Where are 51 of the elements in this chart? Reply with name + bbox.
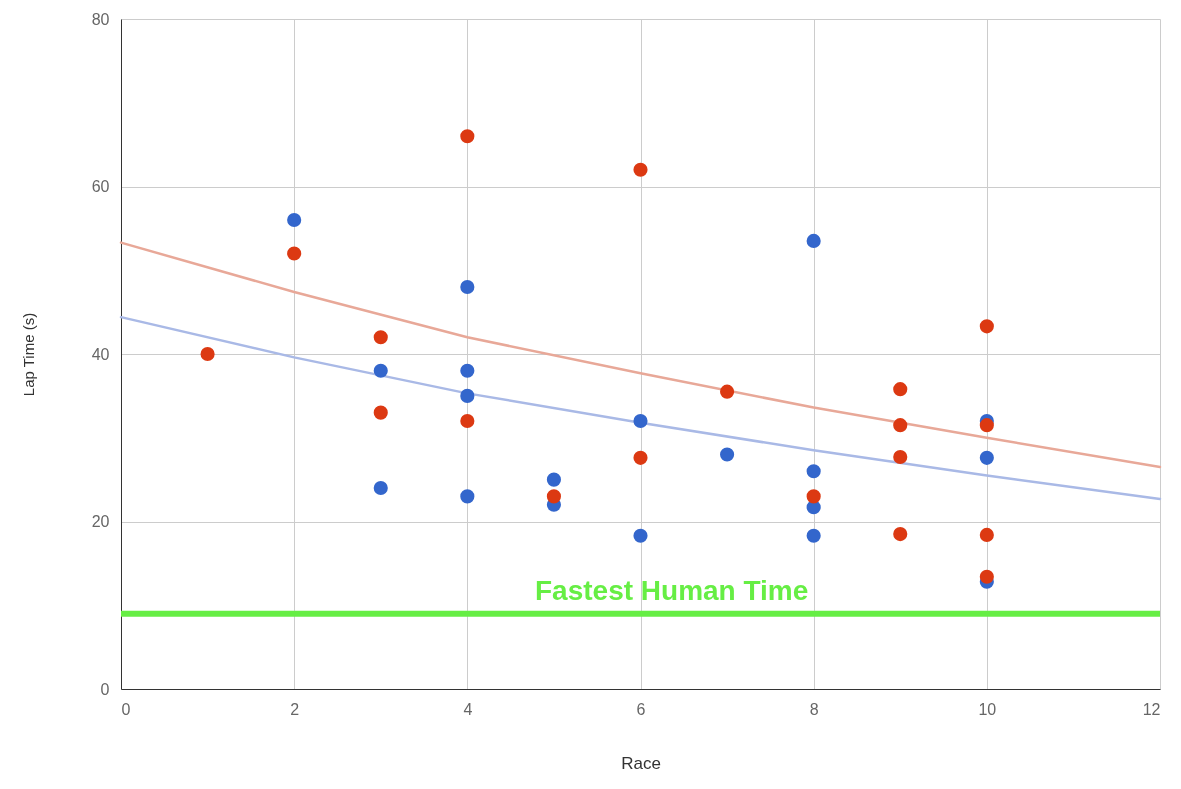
point bbox=[460, 489, 475, 504]
point bbox=[200, 346, 215, 362]
point bbox=[287, 212, 302, 228]
point bbox=[373, 480, 388, 496]
point bbox=[460, 413, 475, 429]
point bbox=[893, 527, 908, 542]
point bbox=[806, 233, 821, 248]
point bbox=[460, 388, 475, 403]
line-series bbox=[119, 241, 1162, 469]
y-tick-label: 80 bbox=[91, 10, 110, 28]
point bbox=[633, 450, 648, 465]
point bbox=[979, 418, 994, 433]
point bbox=[979, 527, 994, 542]
point bbox=[806, 489, 821, 504]
point bbox=[893, 382, 908, 397]
point bbox=[460, 129, 475, 144]
point bbox=[633, 413, 648, 429]
point bbox=[460, 279, 475, 295]
point bbox=[287, 246, 302, 261]
point bbox=[806, 528, 821, 543]
point bbox=[546, 472, 561, 487]
x-tick-label: 10 bbox=[978, 700, 997, 718]
x-tick-label: 2 bbox=[290, 700, 300, 718]
point bbox=[893, 449, 908, 465]
point bbox=[373, 405, 388, 420]
point bbox=[460, 363, 475, 378]
y-tick-label: 0 bbox=[100, 680, 110, 698]
x-tick-label: 4 bbox=[463, 700, 473, 718]
y-axis-title: Lap Time (s) bbox=[19, 312, 37, 397]
x-tick-label: 6 bbox=[636, 700, 646, 718]
point bbox=[633, 162, 648, 177]
y-tick-label: 20 bbox=[91, 513, 110, 530]
y-tick-label: 40 bbox=[91, 345, 110, 363]
point bbox=[633, 528, 648, 543]
point bbox=[720, 384, 735, 399]
point bbox=[373, 363, 388, 378]
point bbox=[979, 319, 994, 334]
line-series bbox=[119, 315, 1162, 501]
point bbox=[893, 418, 908, 433]
point bbox=[979, 450, 994, 465]
point bbox=[546, 489, 561, 504]
point bbox=[373, 330, 388, 345]
x-tick-label: 8 bbox=[809, 700, 819, 718]
point bbox=[806, 464, 821, 479]
ref-line-label: Fastest Human Time bbox=[535, 574, 809, 606]
x-tick-label: 0 bbox=[121, 700, 131, 718]
y-tick-label: 60 bbox=[91, 178, 110, 195]
x-tick-label: 12 bbox=[1142, 700, 1161, 718]
point bbox=[720, 447, 735, 462]
x-axis-title: Race bbox=[621, 753, 661, 773]
point bbox=[979, 569, 994, 584]
